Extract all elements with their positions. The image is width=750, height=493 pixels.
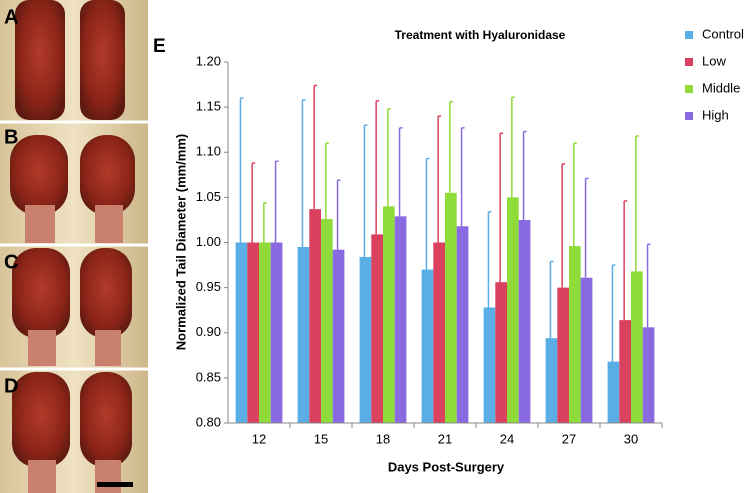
bar	[235, 242, 248, 423]
chart-title: Treatment with Hyaluronidase	[395, 28, 566, 42]
y-tick-label: 1.05	[196, 189, 221, 204]
x-axis-label: Days Post-Surgery	[388, 459, 505, 474]
bar	[383, 206, 395, 423]
bar	[456, 226, 469, 423]
panel-label: B	[4, 126, 18, 148]
y-tick-label: 1.15	[196, 99, 221, 114]
y-tick-label: 1.20	[196, 53, 221, 68]
bar	[557, 287, 569, 423]
photo-panels	[0, 0, 148, 493]
x-tick-label: 18	[376, 431, 390, 446]
panel-label: A	[4, 6, 18, 28]
photo-a	[15, 0, 125, 120]
y-tick-label: 0.95	[196, 279, 221, 294]
y-tick-label: 1.00	[196, 234, 221, 249]
bar	[507, 197, 519, 423]
bar	[259, 242, 271, 423]
bar	[297, 247, 310, 423]
bar	[642, 327, 655, 423]
bar	[631, 271, 643, 423]
bar	[545, 338, 558, 423]
bar	[371, 234, 383, 423]
legend-label: Control	[702, 26, 744, 41]
y-tick-label: 0.85	[196, 369, 221, 384]
bar	[607, 361, 620, 423]
y-tick-label: 0.90	[196, 324, 221, 339]
panel-label: C	[4, 251, 18, 273]
legend-swatch	[685, 58, 693, 66]
photo-c	[12, 248, 132, 366]
x-tick-label: 30	[624, 431, 638, 446]
bar	[580, 277, 593, 423]
panel-label: E	[153, 36, 166, 57]
y-tick-label: 0.80	[196, 414, 221, 429]
photo-d	[12, 372, 132, 493]
bar	[569, 246, 581, 423]
x-tick-label: 27	[562, 431, 576, 446]
legend-swatch	[685, 85, 693, 93]
legend-label: Low	[702, 53, 726, 68]
y-axis-label: Normalized Tail Diameter (mm/mm)	[173, 134, 188, 350]
bar	[332, 249, 345, 423]
legend-label: High	[702, 107, 729, 122]
bar	[433, 242, 445, 423]
bar	[270, 242, 283, 423]
bar	[421, 269, 434, 423]
legend-swatch	[685, 112, 693, 120]
bar	[359, 256, 372, 423]
legend-swatch	[685, 31, 693, 39]
bar	[321, 219, 333, 423]
panel-label: D	[4, 375, 18, 397]
bar	[483, 307, 496, 423]
x-tick-label: 21	[438, 431, 452, 446]
photo-b	[10, 135, 135, 243]
bar	[445, 192, 457, 423]
legend-label: Middle	[702, 80, 740, 95]
bar	[518, 219, 531, 423]
x-tick-label: 15	[314, 431, 328, 446]
bar	[247, 242, 259, 423]
bar	[495, 282, 507, 423]
bar	[309, 209, 321, 423]
y-tick-label: 1.10	[196, 144, 221, 159]
x-tick-label: 12	[252, 431, 266, 446]
bar	[394, 216, 407, 423]
x-tick-label: 24	[500, 431, 514, 446]
scale-bar	[97, 482, 133, 487]
bar	[619, 320, 631, 423]
